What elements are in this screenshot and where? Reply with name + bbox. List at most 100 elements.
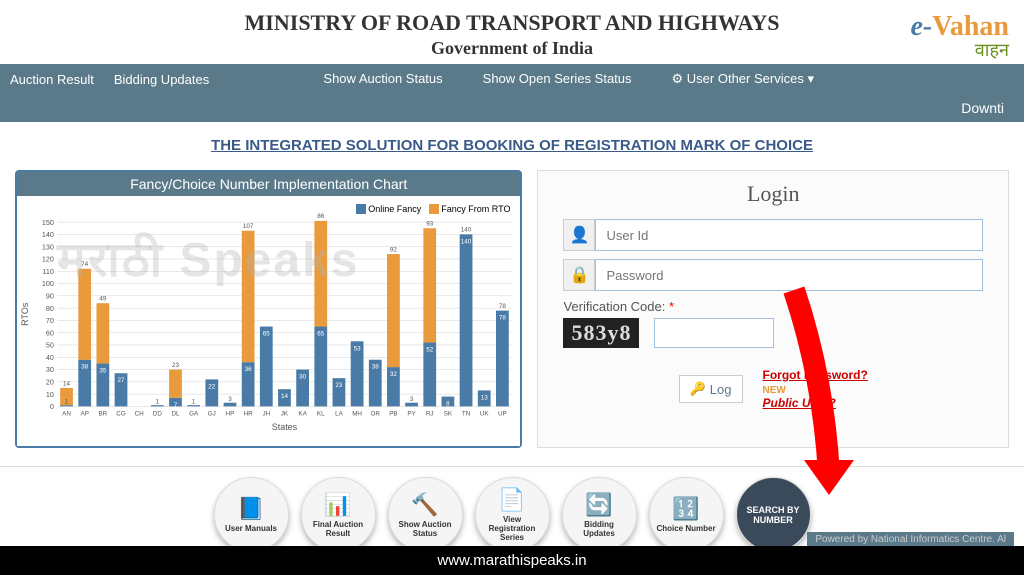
- footer-url: www.marathispeaks.in: [0, 546, 1024, 575]
- notice-bar: Downti: [0, 94, 1024, 122]
- svg-text:0: 0: [50, 402, 54, 411]
- chart-panel: Fancy/Choice Number Implementation Chart…: [15, 170, 522, 448]
- quick-link-4[interactable]: 🔄Bidding Updates: [562, 477, 637, 552]
- quick-link-3[interactable]: 📄View Registration Series: [475, 477, 550, 552]
- svg-text:RTOs: RTOs: [20, 302, 30, 326]
- svg-text:93: 93: [426, 221, 433, 228]
- svg-text:MH: MH: [352, 410, 362, 417]
- password-input[interactable]: [595, 259, 983, 291]
- svg-text:LA: LA: [335, 410, 343, 417]
- svg-text:40: 40: [46, 353, 54, 362]
- svg-text:UK: UK: [480, 410, 490, 417]
- svg-text:CG: CG: [116, 410, 126, 417]
- svg-text:110: 110: [42, 267, 53, 276]
- svg-text:140: 140: [461, 238, 472, 245]
- main-title-link[interactable]: THE INTEGRATED SOLUTION FOR BOOKING OF R…: [211, 137, 813, 154]
- svg-text:States: States: [272, 422, 298, 432]
- ministry-title: MINISTRY OF ROAD TRANSPORT AND HIGHWAYS: [0, 10, 1024, 36]
- svg-text:23: 23: [172, 362, 179, 369]
- nav-bidding-updates[interactable]: Bidding Updates: [114, 72, 209, 87]
- svg-text:86: 86: [317, 213, 324, 220]
- login-button[interactable]: 🔑 Log: [679, 375, 743, 403]
- svg-text:PY: PY: [407, 410, 416, 417]
- svg-text:HR: HR: [244, 410, 254, 417]
- lock-icon: 🔒: [563, 259, 595, 291]
- svg-text:53: 53: [354, 345, 361, 352]
- svg-text:3: 3: [228, 396, 232, 403]
- svg-text:35: 35: [99, 367, 106, 374]
- svg-text:10: 10: [46, 390, 54, 399]
- svg-text:78: 78: [499, 303, 506, 310]
- svg-text:BR: BR: [98, 410, 107, 417]
- verification-label: Verification Code: *: [563, 299, 983, 314]
- quick-link-5[interactable]: 🔢Choice Number: [649, 477, 724, 552]
- svg-text:1: 1: [156, 398, 160, 405]
- svg-text:7: 7: [174, 402, 178, 409]
- svg-text:CH: CH: [135, 410, 145, 417]
- svg-text:1: 1: [192, 398, 196, 405]
- svg-text:32: 32: [390, 371, 397, 378]
- public-user-link[interactable]: Public User?: [763, 396, 868, 410]
- chart-legend: Online Fancy Fancy From RTO: [356, 204, 510, 214]
- captcha-image: 583y8: [563, 318, 639, 348]
- page-header: MINISTRY OF ROAD TRANSPORT AND HIGHWAYS …: [0, 0, 1024, 64]
- svg-text:PB: PB: [389, 410, 397, 417]
- svg-text:JH: JH: [262, 410, 270, 417]
- userid-input[interactable]: [595, 219, 983, 251]
- svg-text:92: 92: [390, 246, 397, 253]
- svg-text:RJ: RJ: [426, 410, 434, 417]
- svg-text:14: 14: [281, 393, 288, 400]
- svg-text:80: 80: [46, 304, 54, 313]
- svg-text:8: 8: [446, 401, 450, 408]
- svg-text:140: 140: [461, 227, 472, 234]
- svg-text:150: 150: [42, 218, 54, 227]
- main-navbar: Auction Result Bidding Updates Show Auct…: [0, 64, 1024, 94]
- svg-text:JK: JK: [281, 410, 289, 417]
- new-badge: NEW: [763, 385, 786, 396]
- login-panel: Login 👤 🔒 Verification Code: * 583y8 🔑 L…: [537, 170, 1009, 448]
- powered-by: Powered by National Informatics Centre. …: [807, 532, 1014, 547]
- svg-text:AN: AN: [62, 410, 71, 417]
- svg-text:60: 60: [46, 328, 54, 337]
- svg-text:AP: AP: [81, 410, 89, 417]
- user-icon: 👤: [563, 219, 595, 251]
- svg-text:90: 90: [46, 292, 54, 301]
- main-title-row: THE INTEGRATED SOLUTION FOR BOOKING OF R…: [0, 137, 1024, 155]
- quick-link-1[interactable]: 📊Final Auction Result: [301, 477, 376, 552]
- forgot-password-link[interactable]: Forgot Password?: [763, 368, 868, 382]
- svg-text:50: 50: [46, 341, 54, 350]
- svg-text:KA: KA: [298, 410, 307, 417]
- svg-text:78: 78: [499, 315, 506, 322]
- implementation-chart: 0102030405060708090100110120130140150RTO…: [17, 196, 520, 446]
- nav-show-auction-status[interactable]: Show Auction Status: [323, 71, 442, 87]
- svg-text:27: 27: [118, 377, 125, 384]
- svg-text:UP: UP: [498, 410, 507, 417]
- svg-text:KL: KL: [317, 410, 325, 417]
- nav-auction-result[interactable]: Auction Result: [10, 72, 94, 87]
- svg-text:107: 107: [243, 223, 254, 230]
- svg-text:DL: DL: [171, 410, 180, 417]
- svg-text:TN: TN: [462, 410, 471, 417]
- svg-text:38: 38: [81, 364, 88, 371]
- notice-text: Downti: [961, 100, 1004, 116]
- svg-text:20: 20: [46, 378, 54, 387]
- nav-show-open-series[interactable]: Show Open Series Status: [483, 71, 632, 87]
- quick-link-2[interactable]: 🔨Show Auction Status: [388, 477, 463, 552]
- svg-text:130: 130: [42, 242, 54, 251]
- quick-link-0[interactable]: 📘User Manuals: [214, 477, 289, 552]
- svg-text:65: 65: [317, 331, 324, 338]
- svg-text:38: 38: [372, 364, 379, 371]
- quick-link-6[interactable]: SEARCH BY NUMBER: [736, 477, 811, 552]
- svg-text:GA: GA: [189, 410, 199, 417]
- chart-title: Fancy/Choice Number Implementation Chart: [17, 172, 520, 196]
- svg-text:HP: HP: [226, 410, 235, 417]
- captcha-input[interactable]: [654, 318, 774, 348]
- svg-text:3: 3: [410, 396, 414, 403]
- svg-text:SK: SK: [444, 410, 453, 417]
- svg-text:140: 140: [42, 230, 54, 239]
- svg-text:OR: OR: [371, 410, 381, 417]
- govt-subtitle: Government of India: [0, 38, 1024, 59]
- svg-text:GJ: GJ: [208, 410, 216, 417]
- nav-user-other-services[interactable]: ⚙ User Other Services ▾: [672, 71, 814, 87]
- svg-text:30: 30: [46, 365, 54, 374]
